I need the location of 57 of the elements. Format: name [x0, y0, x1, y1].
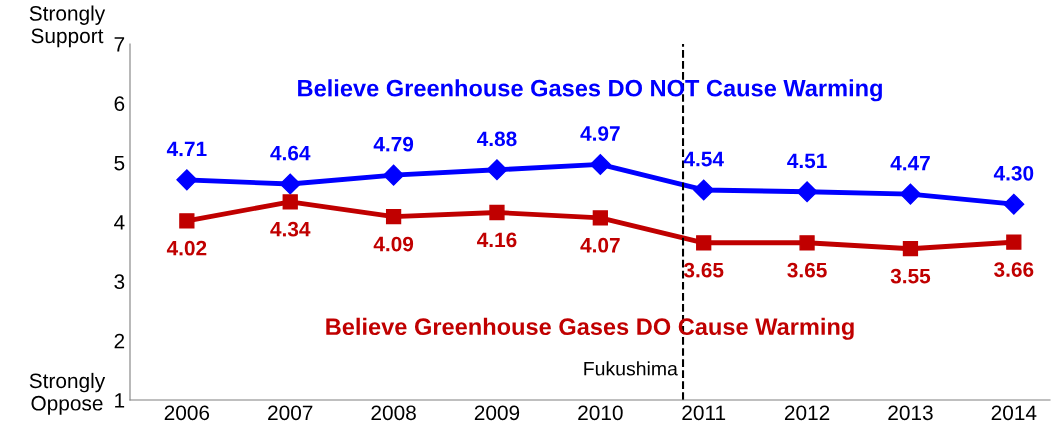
text: Strongly Oppose	[29, 372, 106, 415]
point	[693, 179, 715, 201]
point	[592, 210, 608, 226]
point	[899, 183, 921, 205]
point	[486, 159, 508, 181]
point	[489, 204, 505, 221]
point	[796, 181, 818, 203]
data-label: 4.71	[166, 141, 207, 157]
data-label: 4.02	[166, 240, 207, 256]
point	[279, 173, 301, 195]
point	[696, 235, 712, 251]
x-tick-label: 2010	[578, 405, 623, 421]
data-label: 3.65	[787, 262, 827, 278]
text: Strongly Support	[29, 5, 106, 48]
x-tick-label: 2008	[371, 405, 416, 421]
data-label: 4.88	[477, 131, 517, 147]
y-tick-label: 3	[114, 274, 125, 290]
x-tick-label: 2013	[888, 405, 933, 421]
x-tick-label: 2006	[164, 405, 210, 421]
data-label: 4.79	[373, 136, 414, 152]
text: Believe Greenhouse Gases DO NOT Cause Warming	[298, 79, 882, 102]
point	[383, 164, 405, 186]
text: Believe Greenhouse Gases DO Cause Warming	[326, 317, 854, 340]
x-tick-label: 2014	[991, 405, 1037, 421]
x-tick-label: 2007	[268, 405, 313, 421]
x-tick-label: 2011	[682, 405, 726, 421]
point	[902, 241, 919, 257]
data-label: 4.51	[787, 153, 827, 169]
data-label: 4.16	[477, 232, 517, 248]
data-label: 3.66	[994, 262, 1034, 277]
point	[385, 209, 402, 225]
data-label: 4.64	[270, 145, 311, 161]
point	[1006, 234, 1022, 250]
point	[589, 153, 611, 175]
point	[799, 235, 815, 251]
data-label: 4.09	[373, 236, 414, 252]
point	[1003, 193, 1025, 215]
data-label: 3.65	[683, 262, 724, 278]
point	[176, 169, 198, 191]
data-label: 4.30	[993, 165, 1034, 181]
data-label: 4.07	[580, 237, 620, 253]
point	[179, 213, 195, 229]
y-tick-label: 7	[114, 37, 125, 52]
data-label: 4.54	[683, 151, 724, 167]
x-tick-label: 2009	[474, 405, 520, 421]
data-label: 4.34	[270, 221, 311, 237]
x-tick-label: 2012	[784, 405, 830, 421]
y-tick-label: 5	[114, 155, 125, 171]
y-tick-label: 2	[114, 333, 125, 349]
data-label: 4.47	[890, 156, 930, 171]
y-tick-label: 1	[115, 393, 125, 408]
point	[282, 194, 298, 210]
ref-line-label: Fukushima	[584, 361, 678, 376]
y-tick-label: 4	[114, 215, 125, 230]
y-tick-label: 6	[114, 96, 125, 112]
data-label: 4.97	[580, 126, 620, 141]
data-label: 3.55	[890, 268, 931, 284]
